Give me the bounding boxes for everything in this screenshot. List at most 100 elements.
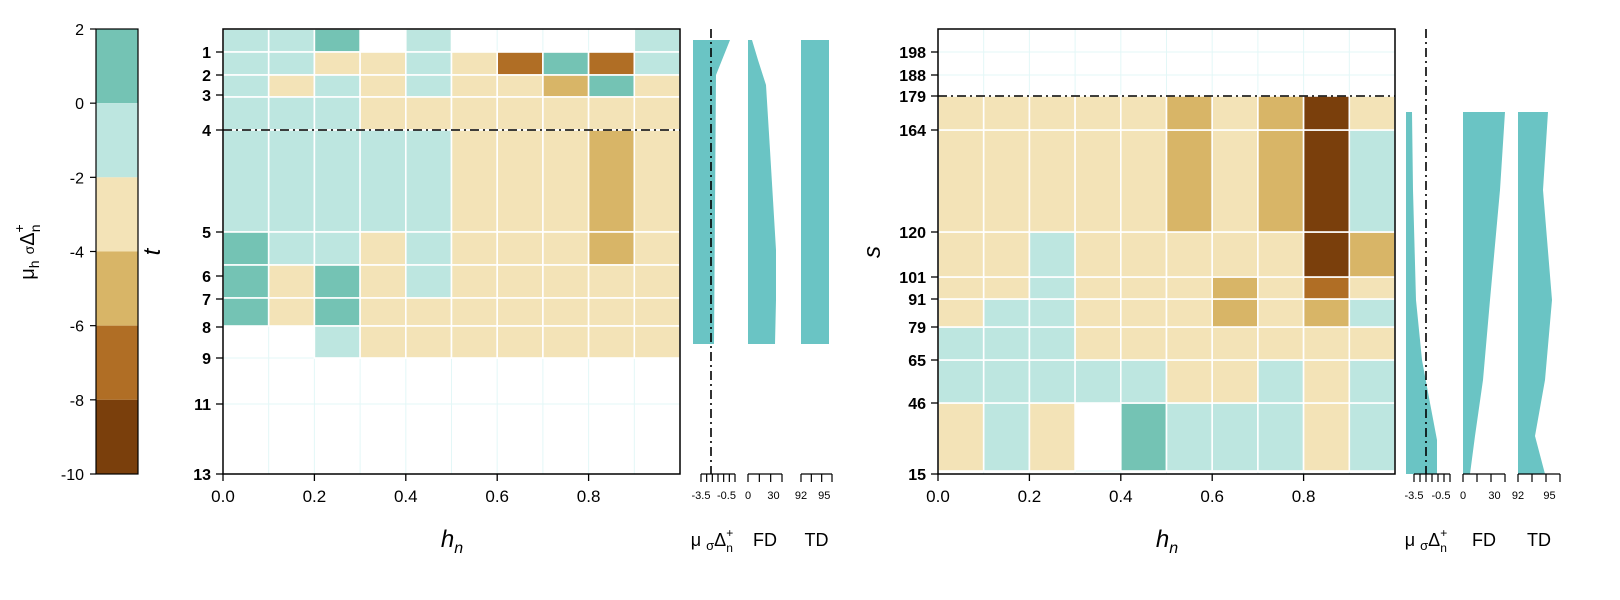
heatmap-cell: [1348, 298, 1396, 328]
heatmap-cell: [359, 264, 407, 299]
heatmap-cell: [1028, 276, 1076, 300]
heatmap-cell: [1074, 359, 1122, 404]
heatmap-cell: [313, 96, 361, 131]
heatmap-cell: [404, 325, 453, 359]
heatmap-cell: [1302, 129, 1351, 233]
heatmap-cell: [496, 96, 544, 131]
y-tick-label: 7: [202, 292, 211, 309]
heatmap-cell: [542, 297, 590, 327]
heatmap-cell: [937, 326, 985, 361]
heatmap-cell: [982, 129, 1031, 233]
heatmap-cell: [404, 96, 453, 131]
heatmap-cell: [633, 74, 681, 98]
y-tick-label: 65: [908, 353, 926, 370]
heatmap-cell: [267, 297, 316, 327]
heatmap-cell: [1302, 276, 1351, 300]
heatmap-cell: [1165, 276, 1214, 300]
heatmap-cell: [1302, 402, 1351, 472]
heatmap-cell: [267, 96, 316, 131]
y-tick-label: 2: [202, 68, 211, 85]
heatmap-cell: [1165, 298, 1214, 328]
heatmap-panel-s: 0.0 0.2 0.4 0.6 0.8 198 188 179 164 120 101 91 79 65 4…: [859, 28, 1561, 557]
td-profile: [1518, 112, 1552, 474]
x-tick-label: 0.8: [1292, 487, 1316, 506]
heatmap-cell: [1165, 231, 1214, 278]
heatmap-cell: [450, 325, 499, 359]
x-tick-label: 0.6: [1200, 487, 1224, 506]
heatmap-cell: [450, 96, 499, 131]
heatmap-cell: [542, 96, 590, 131]
heatmap-cell: [1165, 402, 1214, 472]
heatmap-cell: [1211, 231, 1259, 278]
side-tick-label: -0.5: [1432, 490, 1451, 502]
heatmap-cell: [222, 264, 270, 299]
heatmap-cell: [633, 96, 681, 131]
heatmap-cell: [1028, 129, 1076, 233]
y-tick-label: 8: [202, 320, 211, 337]
y-tick-label: 91: [908, 292, 926, 309]
heatmap-cell: [937, 359, 985, 404]
heatmap-cell: [982, 231, 1031, 278]
colorbar-bin: [96, 251, 138, 326]
y-tick-label: 120: [899, 225, 926, 242]
heatmap-cell: [1302, 326, 1351, 361]
heatmap-cell: [587, 129, 636, 233]
heatmap-cell: [267, 129, 316, 233]
heatmap-cell: [633, 51, 681, 76]
heatmap-cell: [1211, 359, 1259, 404]
td-label: TD: [805, 530, 829, 550]
heatmap-cell: [1257, 359, 1305, 404]
heatmap-cell: [1074, 231, 1122, 278]
heatmap-cell: [1302, 298, 1351, 328]
heatmap-cell: [1028, 298, 1076, 328]
y-tick-label: 79: [908, 320, 926, 337]
heatmap-cell: [1165, 326, 1214, 361]
heatmap-cell: [359, 51, 407, 76]
heatmap-cell: [1211, 402, 1259, 472]
mu-profile: [693, 40, 730, 344]
y-tick-label: 11: [194, 397, 211, 414]
heatmap-cell: [496, 129, 544, 233]
heatmap-cell: [313, 28, 361, 53]
heatmap-cell: [1165, 129, 1214, 233]
heatmap-cell: [982, 359, 1031, 404]
heatmap-cell: [404, 51, 453, 76]
x-tick-label: 0.4: [1109, 487, 1133, 506]
heatmap-cell: [222, 96, 270, 131]
x-tick-label: 0.6: [485, 487, 509, 506]
x-tick-label: 0.2: [1018, 487, 1042, 506]
heatmap-cell: [450, 74, 499, 98]
side-panels: -3.5 -0.5 0 30 FD 92 95 TD μ σΔ+ n: [691, 29, 833, 555]
heatmap-cell: [587, 96, 636, 131]
mu-label: μ σΔ+ n: [691, 526, 733, 555]
heatmap-cell: [222, 51, 270, 76]
fd-label: FD: [753, 530, 777, 550]
x-axis-label: hn: [1156, 526, 1178, 557]
colorbar-tick-label: -10: [61, 467, 84, 484]
heatmap-cell: [222, 74, 270, 98]
heatmap-cell: [313, 74, 361, 98]
y-tick-label: 5: [202, 225, 211, 242]
heatmap-cell: [1120, 298, 1168, 328]
heatmap-cell: [267, 231, 316, 266]
heatmap-cell: [542, 231, 590, 266]
heatmap-cell: [222, 231, 270, 266]
heatmap-cell: [1257, 129, 1305, 233]
heatmap-cell: [633, 129, 681, 233]
heatmap-cell: [222, 28, 270, 53]
heatmap-cell: [1074, 276, 1122, 300]
heatmap-cell: [542, 74, 590, 98]
heatmap-cell: [313, 129, 361, 233]
heatmap-cell: [496, 51, 544, 76]
fd-profile: [748, 40, 776, 344]
heatmap-cell: [1074, 326, 1122, 361]
heatmap-cell: [313, 325, 361, 359]
heatmap-cell: [1211, 276, 1259, 300]
heatmap-cell: [633, 231, 681, 266]
heatmap-cell: [542, 129, 590, 233]
side-tick-label: 92: [1512, 490, 1524, 502]
heatmap-cell: [450, 264, 499, 299]
side-tick-label: -0.5: [717, 490, 736, 502]
td-label: TD: [1527, 530, 1551, 550]
